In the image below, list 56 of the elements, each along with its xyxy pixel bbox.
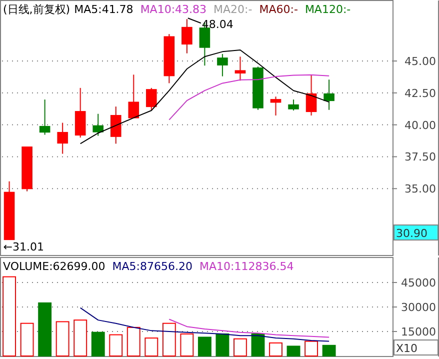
bar bbox=[2, 276, 16, 356]
bar bbox=[198, 336, 212, 356]
series-label: VOLUME:62699.00 bbox=[3, 260, 106, 273]
candlestick bbox=[92, 113, 104, 136]
bar bbox=[38, 302, 52, 356]
candlestick bbox=[217, 53, 228, 77]
text: MA10:112836.54 bbox=[199, 260, 294, 273]
bar bbox=[269, 342, 282, 356]
y-tick-label: 37.50 bbox=[404, 150, 436, 164]
bar bbox=[322, 344, 336, 356]
bar bbox=[180, 333, 194, 356]
legend-label: MA60:- bbox=[259, 3, 298, 16]
bar bbox=[304, 340, 318, 356]
candlestick bbox=[39, 99, 50, 136]
bar bbox=[286, 346, 300, 356]
bar bbox=[234, 338, 247, 356]
bar bbox=[126, 326, 140, 356]
bar bbox=[162, 322, 176, 356]
y-tick-label: 40.00 bbox=[404, 118, 436, 132]
candlestick bbox=[110, 106, 122, 144]
candlestick bbox=[288, 99, 299, 112]
bar bbox=[56, 321, 70, 356]
text: X10 bbox=[396, 342, 418, 355]
candlestick bbox=[270, 96, 282, 116]
line-series bbox=[168, 74, 330, 120]
chart-title: (日线,前复权) bbox=[3, 3, 70, 16]
bar bbox=[74, 320, 88, 356]
y-tick-label: 45.00 bbox=[404, 54, 436, 68]
y-tick-label: 30000 bbox=[401, 301, 436, 314]
line-series bbox=[80, 307, 330, 342]
y-tick-label: 42.50 bbox=[404, 86, 436, 100]
candlestick bbox=[182, 18, 192, 54]
legend-label: MA20:- bbox=[214, 3, 252, 16]
text: MA10:43.83 bbox=[140, 3, 207, 16]
annotation: ←31.01 bbox=[3, 240, 44, 254]
candlestick bbox=[306, 74, 317, 116]
y-tick-label: 15000 bbox=[401, 326, 436, 338]
text: MA5:87656.20 bbox=[112, 260, 192, 273]
y-tick-label: 35.00 bbox=[404, 182, 436, 196]
line-series bbox=[168, 318, 330, 338]
bar bbox=[216, 333, 230, 356]
candlestick bbox=[128, 74, 140, 118]
candlestick bbox=[324, 79, 334, 110]
candlestick bbox=[57, 122, 68, 154]
candlestick bbox=[146, 87, 157, 112]
text: MA5:41.78 bbox=[74, 3, 134, 16]
bar bbox=[251, 333, 265, 356]
bar bbox=[20, 322, 34, 356]
bar bbox=[91, 332, 105, 356]
bar bbox=[109, 334, 123, 356]
bar bbox=[144, 338, 158, 356]
candlestick bbox=[74, 87, 86, 138]
candlestick bbox=[234, 56, 246, 82]
y-tick-label: 45000 bbox=[401, 276, 436, 290]
legend-label: MA120:- bbox=[304, 3, 351, 16]
text: 30.90 bbox=[396, 227, 428, 240]
